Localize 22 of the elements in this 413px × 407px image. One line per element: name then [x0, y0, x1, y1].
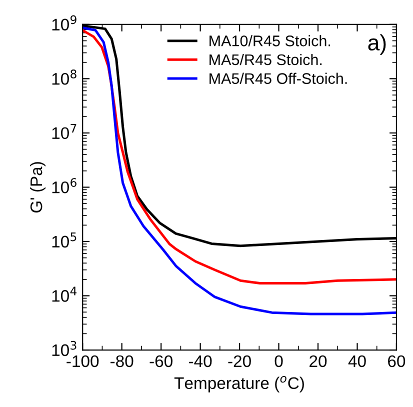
- x-axis-title: Temperature ($^{o}$C): [174, 376, 304, 392]
- legend-label: MA10/R45 Stoich.: [210, 35, 330, 46]
- x-tick-label: -80: [110, 355, 134, 368]
- legend-label: MA5/R45 Stoich.: [210, 54, 322, 66]
- y-tick-label: 10$^{4}$: [52, 286, 77, 302]
- y-tick-label: 10$^{9}$: [52, 15, 76, 30]
- y-tick-label: 10$^{7}$: [52, 124, 76, 140]
- x-tick-label: -40: [189, 355, 212, 368]
- y-tick-label: 10$^{6}$: [52, 178, 76, 194]
- x-tick-label: -20: [228, 355, 251, 368]
- legend-label: MA5/R45 Off-Stoich.: [210, 72, 347, 84]
- x-tick-label: -60: [150, 355, 172, 368]
- x-tick-label: 60: [388, 355, 406, 368]
- y-axis-title: G' (Pa): [30, 162, 46, 213]
- x-tick-label: 20: [310, 355, 327, 368]
- y-tick-label: 10$^{3}$: [52, 340, 76, 356]
- y-tick-label: 10$^{5}$: [52, 232, 76, 248]
- x-tick-label: 40: [348, 355, 366, 368]
- y-tick-label: 10$^{8}$: [52, 70, 76, 85]
- x-tick-label: -100: [66, 355, 99, 368]
- annotation: a): [368, 34, 386, 55]
- x-tick-label: 0: [274, 355, 283, 368]
